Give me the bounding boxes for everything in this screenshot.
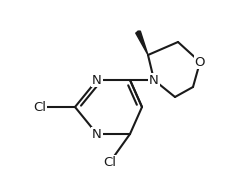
Text: O: O (194, 55, 204, 68)
Text: Cl: Cl (103, 155, 116, 169)
Text: Cl: Cl (33, 101, 46, 113)
Polygon shape (135, 31, 147, 55)
Text: N: N (92, 74, 101, 86)
Text: N: N (148, 74, 158, 86)
Text: N: N (92, 128, 101, 141)
